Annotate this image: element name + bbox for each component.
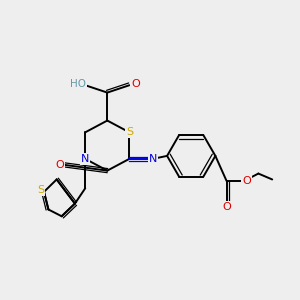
Text: O: O (242, 176, 251, 186)
Text: S: S (37, 185, 44, 195)
Text: O: O (56, 160, 64, 170)
Text: O: O (222, 202, 231, 212)
Text: N: N (81, 154, 89, 164)
Text: N: N (149, 154, 157, 164)
Text: HO: HO (70, 79, 86, 89)
Text: S: S (126, 127, 133, 137)
Text: O: O (131, 79, 140, 89)
